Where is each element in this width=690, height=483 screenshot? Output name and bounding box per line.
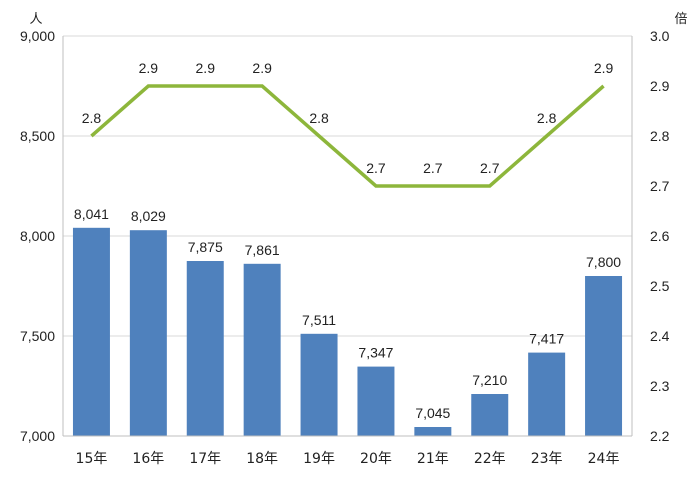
bar-value-label: 7,511 [302,312,336,328]
bar-value-label: 7,045 [415,405,450,421]
x-tick-label: 15年 [76,451,108,467]
left-axis: 人 7,000 7,500 8,000 8,500 9,000 [20,12,64,444]
right-tick-label: 2.9 [650,78,670,94]
bar [414,427,452,436]
line-value-label: 2.8 [537,110,557,126]
bar [243,263,281,436]
right-tick-label: 2.7 [650,178,670,194]
bar-value-label: 7,210 [472,372,507,388]
line-value-label: 2.7 [480,160,500,176]
line-value-label: 2.9 [252,60,272,76]
bar-value-label: 7,417 [529,331,564,347]
line-value-label: 2.9 [139,60,159,76]
x-tick-label: 20年 [360,451,392,467]
left-tick-label: 9,000 [20,28,55,44]
bar [585,276,623,436]
right-tick-label: 2.5 [650,278,670,294]
bar [300,333,338,436]
bar [72,227,110,436]
line-value-label: 2.8 [82,110,102,126]
bar-value-label: 8,029 [131,208,166,224]
bar-series: 8,041 8,029 7,875 7,861 7,511 7,347 7,045 7,210… [72,206,623,436]
bar [357,366,395,436]
left-tick-label: 8,500 [20,128,55,144]
right-tick-label: 2.2 [650,428,670,444]
bar [186,261,224,436]
right-tick-label: 2.8 [650,128,670,144]
right-axis: 倍 2.2 2.3 2.4 2.5 2.6 2.7 2.8 2.9 3.0 [631,12,688,444]
x-tick-label: 18年 [246,451,278,467]
right-tick-label: 2.3 [650,378,670,394]
x-tick-label: 24年 [588,451,620,467]
x-tick-label: 19年 [303,451,335,467]
line-value-label: 2.9 [594,60,614,76]
bar-value-label: 7,800 [586,254,621,270]
line-value-label: 2.9 [196,60,216,76]
x-tick-label: 21年 [417,451,449,467]
bar-value-label: 7,347 [358,345,393,361]
right-axis-unit: 倍 [674,12,687,27]
x-tick-label: 16年 [132,451,164,467]
x-axis: 15年 16年 17年 18年 19年 20年 21年 22年 23年 24年 [63,435,632,467]
line-value-label: 2.7 [366,160,386,176]
bar [471,394,509,436]
bar [528,352,566,436]
bar-value-label: 8,041 [74,206,109,222]
x-tick-label: 22年 [474,451,506,467]
right-tick-label: 2.4 [650,328,670,344]
line-value-label: 2.8 [309,110,329,126]
x-tick-label: 23年 [531,451,563,467]
right-tick-label: 2.6 [650,228,670,244]
left-tick-label: 7,500 [20,328,55,344]
right-tick-label: 3.0 [650,28,670,44]
left-axis-unit: 人 [29,12,42,27]
line-path [90,84,605,188]
bar-value-label: 7,861 [245,242,280,258]
x-tick-label: 17年 [189,451,221,467]
bar [129,230,167,436]
bar-value-label: 7,875 [188,239,223,255]
left-tick-label: 7,000 [20,428,55,444]
line-series: 2.8 2.9 2.9 2.9 2.8 2.7 2.7 2.7 2.8 2.9 [82,60,614,188]
line-value-label: 2.7 [423,160,443,176]
left-tick-label: 8,000 [20,228,55,244]
